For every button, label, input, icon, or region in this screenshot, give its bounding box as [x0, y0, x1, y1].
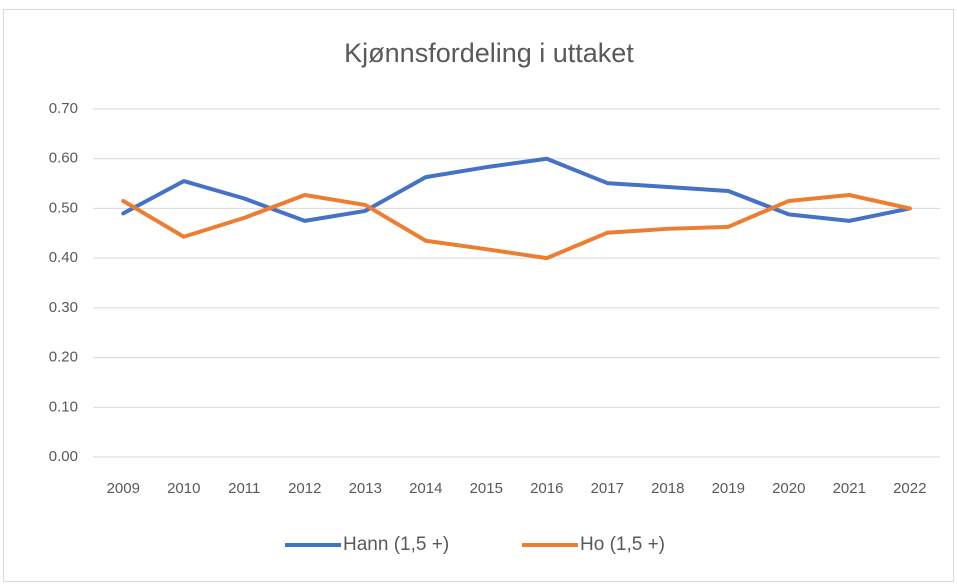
y-tick-label: 0.30 — [49, 299, 78, 316]
x-tick-label: 2016 — [530, 480, 563, 497]
x-tick-label: 2019 — [712, 480, 745, 497]
x-tick-label: 2018 — [651, 480, 684, 497]
legend-label: Ho (1,5 +) — [580, 534, 665, 555]
x-tick-label: 2012 — [288, 480, 321, 497]
y-tick-label: 0.00 — [49, 448, 78, 465]
y-tick-label: 0.10 — [49, 398, 78, 415]
series-line — [121, 156, 912, 223]
y-tick-label: 0.40 — [49, 249, 78, 266]
chart-border — [3, 9, 954, 582]
x-tick-label: 2014 — [409, 480, 442, 497]
legend-label: Hann (1,5 +) — [343, 534, 449, 555]
y-tick-label: 0.60 — [49, 150, 78, 167]
x-tick-label: 2009 — [107, 480, 140, 497]
x-tick-label: 2011 — [228, 480, 260, 497]
x-tick-label: 2010 — [167, 480, 200, 497]
x-tick-label: 2015 — [470, 480, 503, 497]
series-line — [121, 193, 912, 261]
x-tick-label: 2013 — [349, 480, 382, 497]
y-tick-label: 0.50 — [49, 199, 78, 216]
y-tick-label: 0.70 — [49, 100, 78, 117]
x-tick-label: 2017 — [591, 480, 624, 497]
x-tick-label: 2022 — [893, 480, 926, 497]
x-tick-label: 2020 — [772, 480, 805, 497]
x-tick-label: 2021 — [833, 480, 866, 497]
y-tick-label: 0.20 — [49, 349, 78, 366]
chart-title: Kjønnsfordeling i uttaket — [344, 38, 634, 68]
